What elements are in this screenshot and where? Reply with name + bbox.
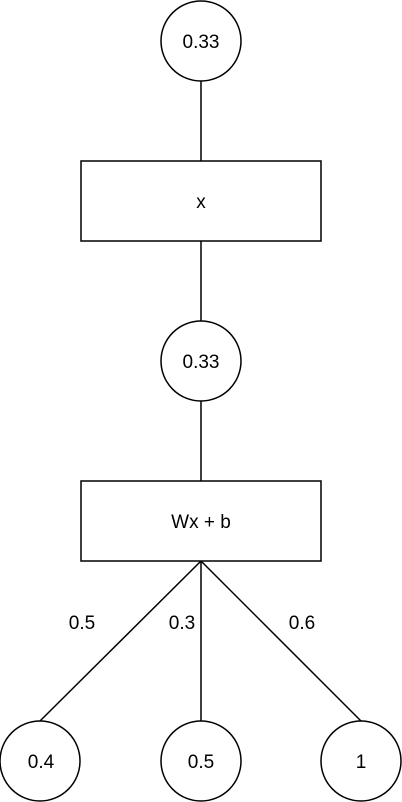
input-node-left-label: 0.4 [28,752,55,773]
edge-weight-left: 0.5 [69,613,95,634]
output-node-circle [160,0,242,82]
input-node-left-circle [0,720,81,802]
edge-linear-to-left-input [39,560,202,722]
input-node-center-label: 0.5 [188,752,214,773]
middle-node-circle [160,320,242,402]
x-node-box [80,160,322,242]
x-node: x [80,160,322,242]
input-node-right-label: 1 [356,752,367,773]
middle-node-label: 0.33 [183,352,220,373]
output-node-label: 0.33 [183,32,220,53]
edge-weight-right: 0.6 [289,613,315,634]
input-node-center: 0.5 [160,720,242,802]
linear-node-box [80,480,322,562]
linear-node-label: Wx + b [171,512,231,533]
x-node-label: x [196,192,206,213]
input-node-center-circle [160,720,242,802]
edge-weight-center: 0.3 [169,613,195,634]
edges [39,81,362,722]
middle-node: 0.33 [160,320,242,402]
input-node-left: 0.4 [0,720,81,802]
linear-node: Wx + b [80,480,322,562]
output-node: 0.33 [160,0,242,82]
input-node-right-circle [320,720,402,802]
input-node-right: 1 [320,720,402,802]
edge-linear-to-right-input [200,560,362,722]
